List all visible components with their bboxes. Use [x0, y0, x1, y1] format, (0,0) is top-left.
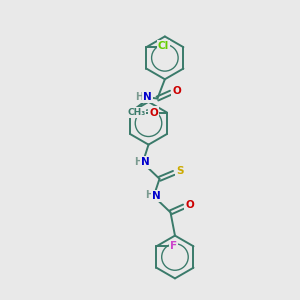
Text: O: O [172, 86, 181, 96]
Text: O: O [149, 108, 158, 118]
Text: F: F [170, 241, 177, 251]
Text: CH₃: CH₃ [127, 108, 145, 117]
Text: N: N [152, 191, 161, 201]
Text: N: N [143, 92, 152, 101]
Text: H: H [136, 92, 144, 102]
Text: S: S [176, 167, 184, 176]
Text: H: H [134, 157, 142, 167]
Text: H: H [145, 190, 153, 200]
Text: Cl: Cl [158, 41, 169, 51]
Text: N: N [141, 158, 150, 167]
Text: O: O [185, 200, 194, 210]
